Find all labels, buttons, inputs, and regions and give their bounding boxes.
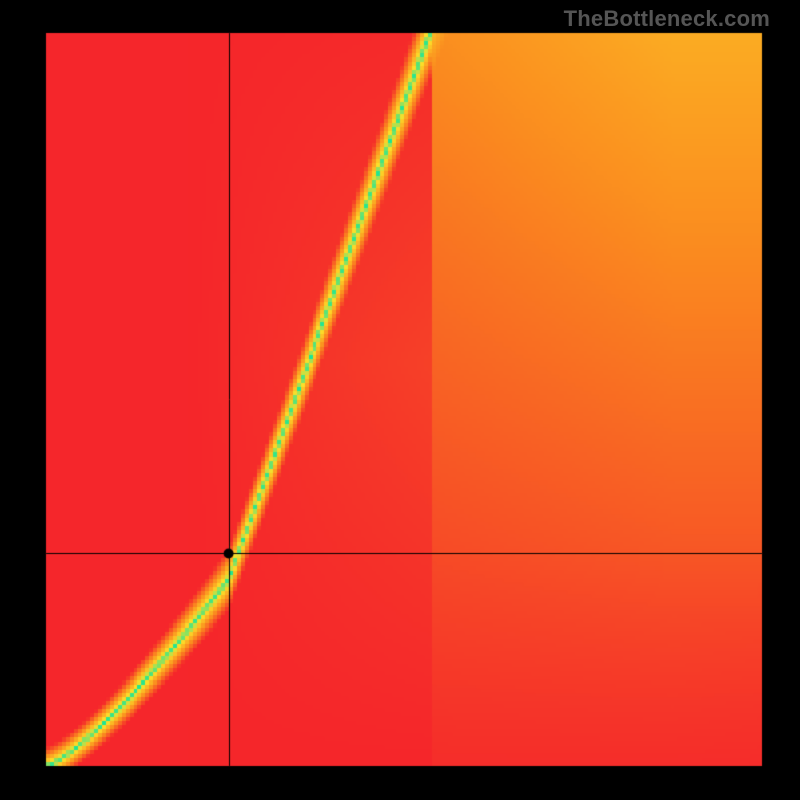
watermark-text: TheBottleneck.com [564,6,770,32]
chart-container: TheBottleneck.com [0,0,800,800]
overlay-canvas [0,0,800,800]
